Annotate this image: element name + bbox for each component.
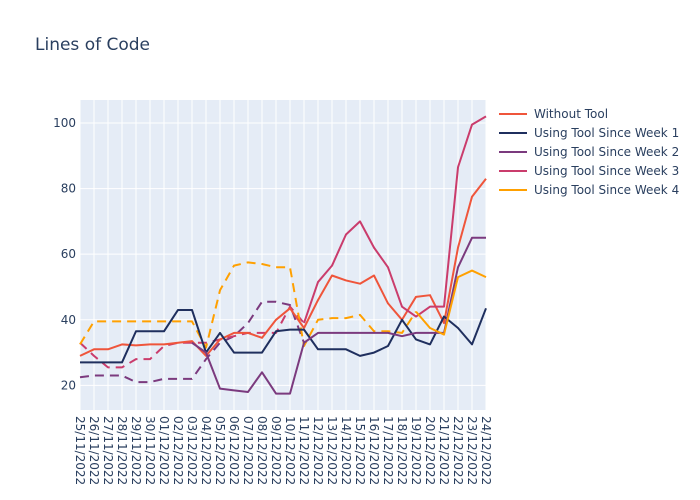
- x-tick-label: 14/12/2022: [339, 416, 353, 485]
- x-tick-label: 01/12/2022: [157, 416, 171, 485]
- x-tick-label: 20/12/2022: [423, 416, 437, 485]
- series-dashed-line-3: [79, 300, 305, 384]
- legend-item: Using Tool Since Week 4: [534, 183, 679, 197]
- x-tick-label: 19/12/2022: [409, 416, 423, 485]
- series-dashed-line-4: [79, 305, 305, 369]
- series-line-2: [80, 307, 487, 364]
- y-tick-label: 20: [61, 378, 76, 392]
- legend-item: Using Tool Since Week 3: [534, 164, 679, 178]
- x-tick-label: 15/12/2022: [353, 416, 367, 485]
- x-tick-label: 08/12/2022: [255, 416, 269, 485]
- legend: Without Tool Using Tool Since Week 1 Using…: [499, 107, 679, 197]
- x-tick-label: 06/12/2022: [227, 416, 241, 485]
- x-tick-label: 23/12/2022: [465, 416, 479, 485]
- x-tick-label: 16/12/2022: [367, 416, 381, 485]
- legend-item: Without Tool: [534, 107, 608, 121]
- x-tick-label: 25/11/2022: [73, 416, 87, 485]
- y-tick-label: 100: [53, 116, 76, 130]
- x-tick-label: 10/12/2022: [283, 416, 297, 485]
- x-tick-label: 29/11/2022: [129, 416, 143, 485]
- x-tick-label: 24/12/2022: [479, 416, 493, 485]
- series-line-4: [303, 115, 487, 324]
- x-tick-label: 02/12/2022: [171, 416, 185, 485]
- x-tick-label: 07/12/2022: [241, 416, 255, 485]
- x-tick-label: 09/12/2022: [269, 416, 283, 485]
- x-tick-label: 17/12/2022: [381, 416, 395, 485]
- series-dashed-line-5: [79, 261, 417, 349]
- x-tick-label: 27/11/2022: [101, 416, 115, 485]
- y-tick-label: 40: [61, 313, 76, 327]
- series-line-5: [415, 269, 487, 336]
- x-tick-label: 11/12/2022: [297, 416, 311, 485]
- x-tick-label: 26/11/2022: [87, 416, 101, 485]
- legend-item: Using Tool Since Week 2: [534, 145, 679, 159]
- x-tick-label: 18/12/2022: [395, 416, 409, 485]
- plot-background: [80, 100, 486, 410]
- x-axis: 25/11/2022 26/11/2022 27/11/2022 28/11/2022…: [73, 416, 493, 485]
- y-tick-label: 80: [61, 182, 76, 196]
- x-tick-label: 13/12/2022: [325, 416, 339, 485]
- series-line-1: [79, 178, 487, 357]
- legend-item: Using Tool Since Week 1: [534, 126, 679, 140]
- x-tick-label: 04/12/2022: [199, 416, 213, 485]
- x-tick-label: 30/11/2022: [143, 416, 157, 485]
- x-tick-label: 28/11/2022: [115, 416, 129, 485]
- y-tick-label: 60: [61, 247, 76, 261]
- gridlines: [79, 100, 487, 410]
- series-line-3: [191, 236, 486, 395]
- y-axis: 20 40 60 80 100: [53, 116, 76, 392]
- series-lines: [79, 115, 487, 395]
- x-tick-label: 05/12/2022: [213, 416, 227, 485]
- x-tick-label: 03/12/2022: [185, 416, 199, 485]
- chart-title: Lines of Code: [35, 35, 150, 55]
- x-tick-label: 22/12/2022: [451, 416, 465, 485]
- x-tick-label: 21/12/2022: [437, 416, 451, 485]
- x-tick-label: 12/12/2022: [311, 416, 325, 485]
